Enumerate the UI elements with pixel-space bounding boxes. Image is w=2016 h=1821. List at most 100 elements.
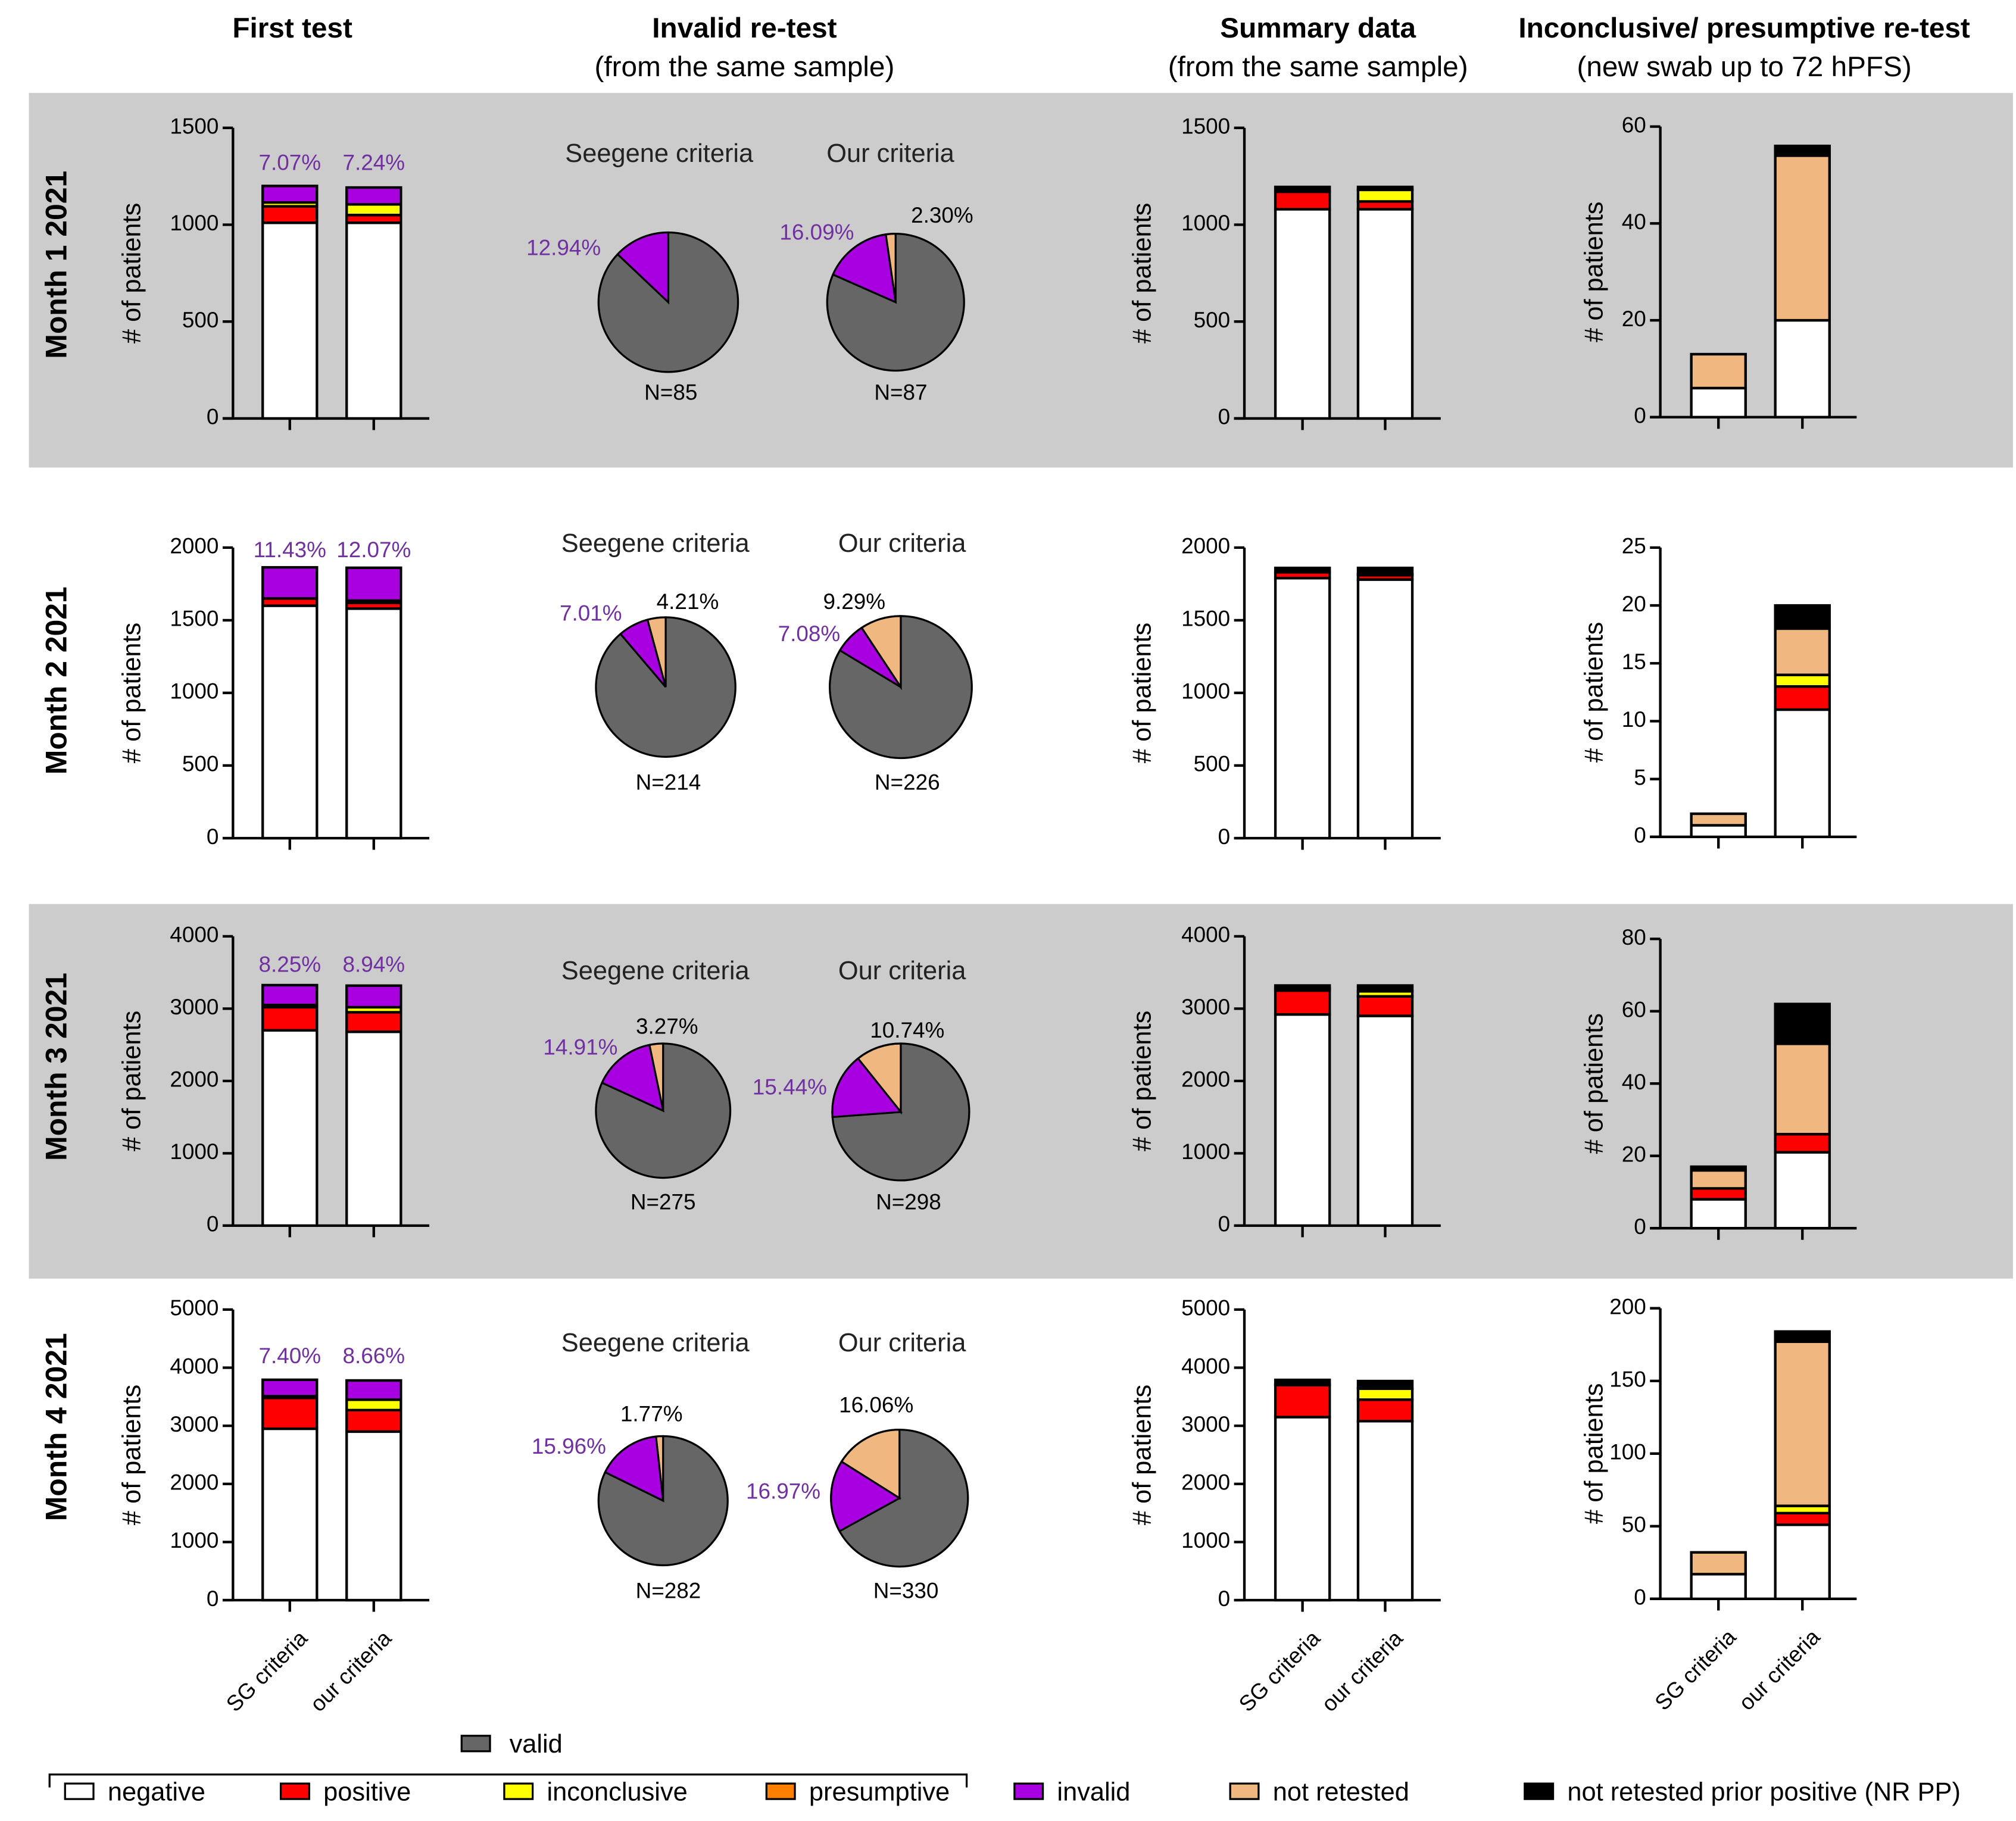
legend-label-negative: negative <box>108 1778 205 1806</box>
bar-segment-negative <box>261 1427 319 1602</box>
pie-not-retested-percent: 1.77% <box>620 1402 683 1426</box>
legend-label-invalid: invalid <box>1057 1778 1130 1806</box>
pie-slice-not-retested <box>840 1429 901 1500</box>
bar-segment-negative <box>1274 208 1331 420</box>
y-tick-label: 0 <box>1218 1212 1231 1236</box>
legend-swatch-positive <box>279 1782 310 1800</box>
legend-label-not-retested: not retested <box>1273 1778 1409 1806</box>
bar-segment-positive <box>1356 1398 1414 1423</box>
y-tick-label: 0 <box>1634 403 1646 427</box>
pie-title: Seegene criteria <box>565 139 754 168</box>
x-category-label: our criteria <box>1317 1626 1408 1717</box>
legend-swatch-not-retested <box>1229 1782 1260 1800</box>
pie-invalid-percent: 7.08% <box>778 621 841 646</box>
legend: valid negative positive inconclusive presum… <box>48 1730 1961 1806</box>
bar-segment-invalid <box>345 566 402 602</box>
pie-n-label: N=226 <box>875 770 940 795</box>
pie-title: Seegene criteria <box>561 529 750 558</box>
legend-items: negative positive inconclusive presumptive i… <box>64 1778 1961 1806</box>
invalid-percent-label: 12.07% <box>336 538 411 562</box>
y-tick-label: 1000 <box>1181 1139 1230 1164</box>
y-tick-label: 0 <box>1634 823 1646 848</box>
bar-segment-positive <box>345 1011 402 1033</box>
bar-segment-invalid <box>261 185 319 204</box>
legend-swatch-negative <box>64 1782 95 1800</box>
pie-slice-invalid <box>830 1460 901 1533</box>
legend-label-presumptive: presumptive <box>809 1778 950 1806</box>
pie-n-label: N=87 <box>874 380 927 404</box>
bar-segment-not-retested <box>1690 1169 1747 1190</box>
pie-slice-invalid <box>838 626 902 688</box>
y-axis-label: # of patients <box>118 203 146 343</box>
bar-segment-negative <box>1774 318 1831 418</box>
title-invalid-retest: Invalid re-test <box>652 13 837 44</box>
row-label-month: Month 4 2021 <box>40 1333 73 1521</box>
pie-our-criteria: Our criteria 16.09% 2.30% N=87 <box>779 139 973 405</box>
bar-segment-nr-pp <box>1356 185 1414 192</box>
invalid-percent-label: 11.43% <box>254 538 326 562</box>
y-tick-label: 0 <box>1634 1214 1646 1239</box>
y-tick-label: 4000 <box>1181 1354 1230 1378</box>
invalid-percent-label: 7.40% <box>258 1344 321 1368</box>
bar-segment-not-retested <box>1690 352 1747 390</box>
bar-segment-negative <box>1774 708 1831 839</box>
x-category-label: SG criteria <box>221 1626 312 1716</box>
legend-label-positive: positive <box>323 1778 411 1806</box>
inconclusive-chart: 0 5 10 15 20 25 # of patients <box>1580 534 1857 849</box>
bar-segment-positive <box>345 1408 402 1433</box>
y-tick-label: 4000 <box>1181 923 1230 947</box>
x-category-label: SG criteria <box>1234 1626 1325 1716</box>
first-test-chart: 0 1000 2000 3000 4000 # of patients 8.25% 8.94% <box>118 923 430 1238</box>
bar-segment-invalid <box>345 1379 402 1401</box>
x-category-label: SG criteria <box>1650 1625 1740 1715</box>
y-tick-label: 2000 <box>1181 534 1230 558</box>
bar-segment-negative <box>1356 1014 1414 1227</box>
bar-segment-nr-pp <box>1774 1330 1831 1344</box>
subtitle-invalid-retest: (from the same sample) <box>594 51 894 83</box>
x-category-label: our criteria <box>1734 1625 1825 1716</box>
y-tick-label: 500 <box>182 308 219 332</box>
pie-invalid-percent: 7.01% <box>560 601 622 625</box>
bar-segment-inconclusive <box>1356 188 1414 203</box>
subtitle-inconclusive: (new swab up to 72 hPFS) <box>1577 51 1911 83</box>
legend-label-valid: valid <box>510 1730 563 1758</box>
y-tick-label: 2000 <box>170 534 219 558</box>
y-axis-label: # of patients <box>118 1385 146 1525</box>
subtitle-summary: (from the same sample) <box>1168 51 1468 83</box>
bar-segment-negative <box>1274 1013 1331 1227</box>
pie-not-retested-percent: 3.27% <box>636 1014 698 1039</box>
y-tick-label: 0 <box>207 1212 219 1236</box>
bar-segment-positive <box>1274 1383 1331 1419</box>
y-tick-label: 500 <box>1194 752 1231 776</box>
y-tick-label: 1500 <box>170 114 219 139</box>
y-tick-label: 500 <box>1194 308 1231 332</box>
pie-title: Our criteria <box>838 957 966 985</box>
row-label-month: Month 3 2021 <box>40 973 73 1161</box>
bar-segment-negative <box>1690 1198 1747 1230</box>
title-inconclusive: Inconclusive/ presumptive re-test <box>1518 13 1970 44</box>
pie-n-label: N=298 <box>876 1190 941 1214</box>
bar-segment-negative <box>1774 1151 1831 1230</box>
bar-segment-invalid <box>345 186 402 206</box>
pie-n-label: N=282 <box>636 1579 701 1603</box>
inconclusive-chart: 0 20 40 60 # of patients <box>1580 113 1857 429</box>
pie-n-label: N=85 <box>644 380 697 404</box>
y-tick-label: 1500 <box>170 607 219 631</box>
y-tick-label: 3000 <box>170 1412 219 1436</box>
y-tick-label: 0 <box>207 1586 219 1611</box>
legend-swatch-inconclusive <box>503 1782 534 1800</box>
first-test-chart: 0 500 1000 1500 2000 # of patients 11.43% 12.07… <box>118 534 430 850</box>
summary-chart: 0 500 1000 1500 2000 # of patients <box>1128 534 1441 850</box>
title-summary: Summary data <box>1220 13 1416 44</box>
pie-n-label: N=275 <box>631 1190 696 1214</box>
y-tick-label: 1500 <box>1181 607 1230 631</box>
bar-segment-negative <box>1690 386 1747 418</box>
y-tick-label: 1000 <box>1181 211 1230 235</box>
y-axis-label: # of patients <box>1580 202 1609 342</box>
pie-not-retested-percent: 16.06% <box>839 1392 913 1417</box>
pie-title: Our criteria <box>838 1329 966 1357</box>
pie-seegene-criteria: Seegene criteria 14.91% 3.27% N=275 <box>543 957 750 1214</box>
y-tick-label: 4000 <box>170 1354 219 1378</box>
pie-invalid-percent: 16.09% <box>779 220 854 244</box>
bar-segment-positive <box>1274 190 1331 211</box>
